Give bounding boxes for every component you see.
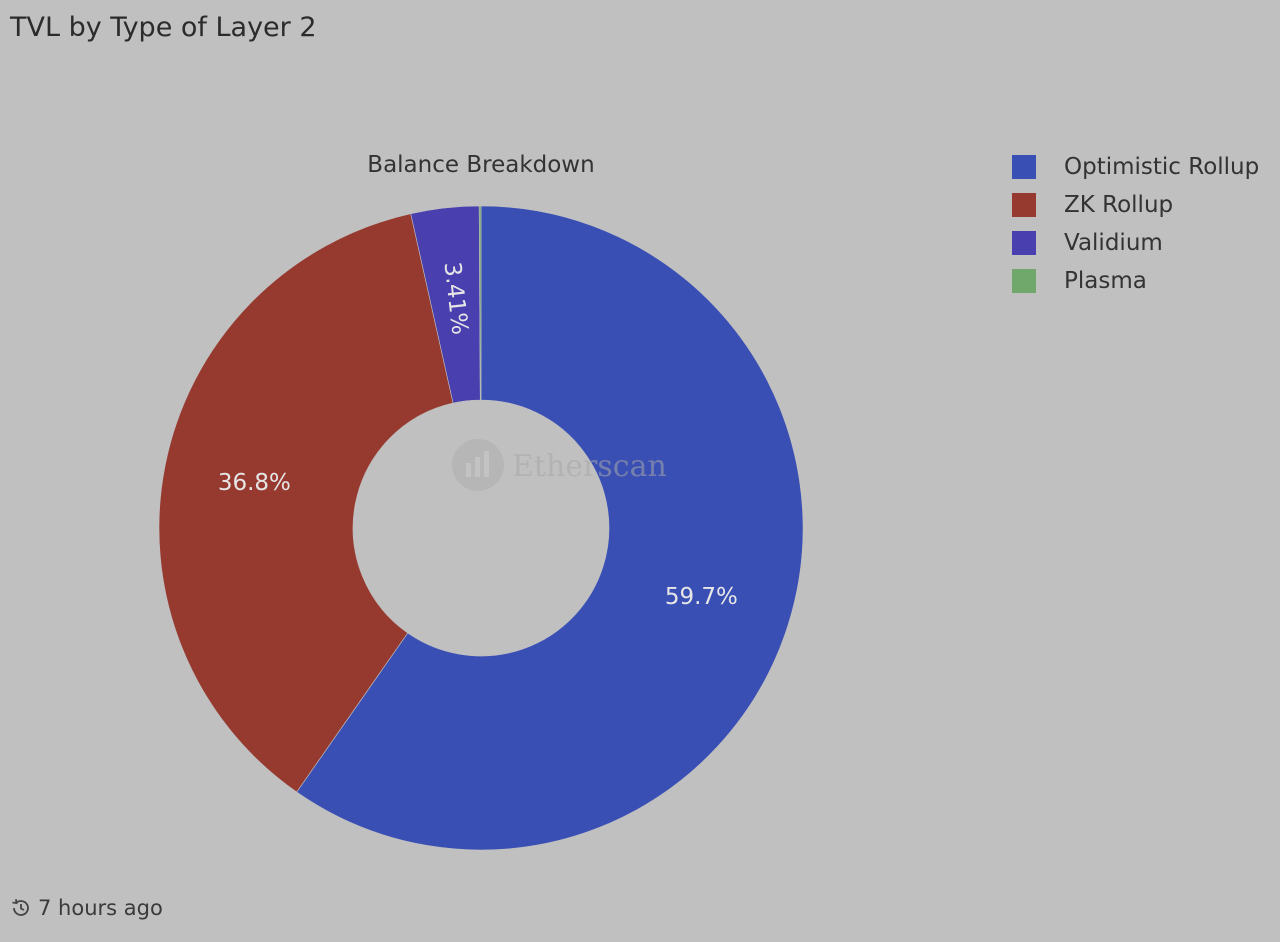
legend-label: Optimistic Rollup <box>1064 154 1260 180</box>
page-title: TVL by Type of Layer 2 <box>10 12 317 43</box>
legend-swatch <box>1012 269 1036 293</box>
slice-plasma[interactable] <box>478 205 482 401</box>
legend-item-optimistic-rollup[interactable]: Optimistic Rollup <box>1012 148 1259 186</box>
slice-zk-rollup[interactable] <box>158 213 454 793</box>
slice-optimistic-rollup[interactable] <box>296 205 804 851</box>
watermark: Etherscan <box>452 439 667 491</box>
history-clock-icon <box>12 899 29 916</box>
legend: Optimistic Rollup ZK Rollup Validium Plasma <box>1012 148 1259 300</box>
legend-swatch <box>1012 231 1036 255</box>
legend-label: Validium <box>1064 230 1163 256</box>
legend-item-validium[interactable]: Validium <box>1012 224 1259 262</box>
legend-swatch <box>1012 193 1036 217</box>
etherscan-logo-icon <box>452 439 504 491</box>
legend-label: ZK Rollup <box>1064 192 1174 218</box>
last-updated: 7 hours ago <box>10 896 163 920</box>
last-updated-text: 7 hours ago <box>38 896 163 920</box>
legend-item-zk-rollup[interactable]: ZK Rollup <box>1012 186 1259 224</box>
legend-item-plasma[interactable]: Plasma <box>1012 262 1259 300</box>
slice-label-zk-rollup: 36.8% <box>218 470 291 496</box>
legend-swatch <box>1012 155 1036 179</box>
chart-title: Balance Breakdown <box>367 152 594 178</box>
slice-label-optimistic-rollup: 59.7% <box>665 584 738 610</box>
legend-label: Plasma <box>1064 268 1147 294</box>
watermark-text: Etherscan <box>512 449 667 484</box>
